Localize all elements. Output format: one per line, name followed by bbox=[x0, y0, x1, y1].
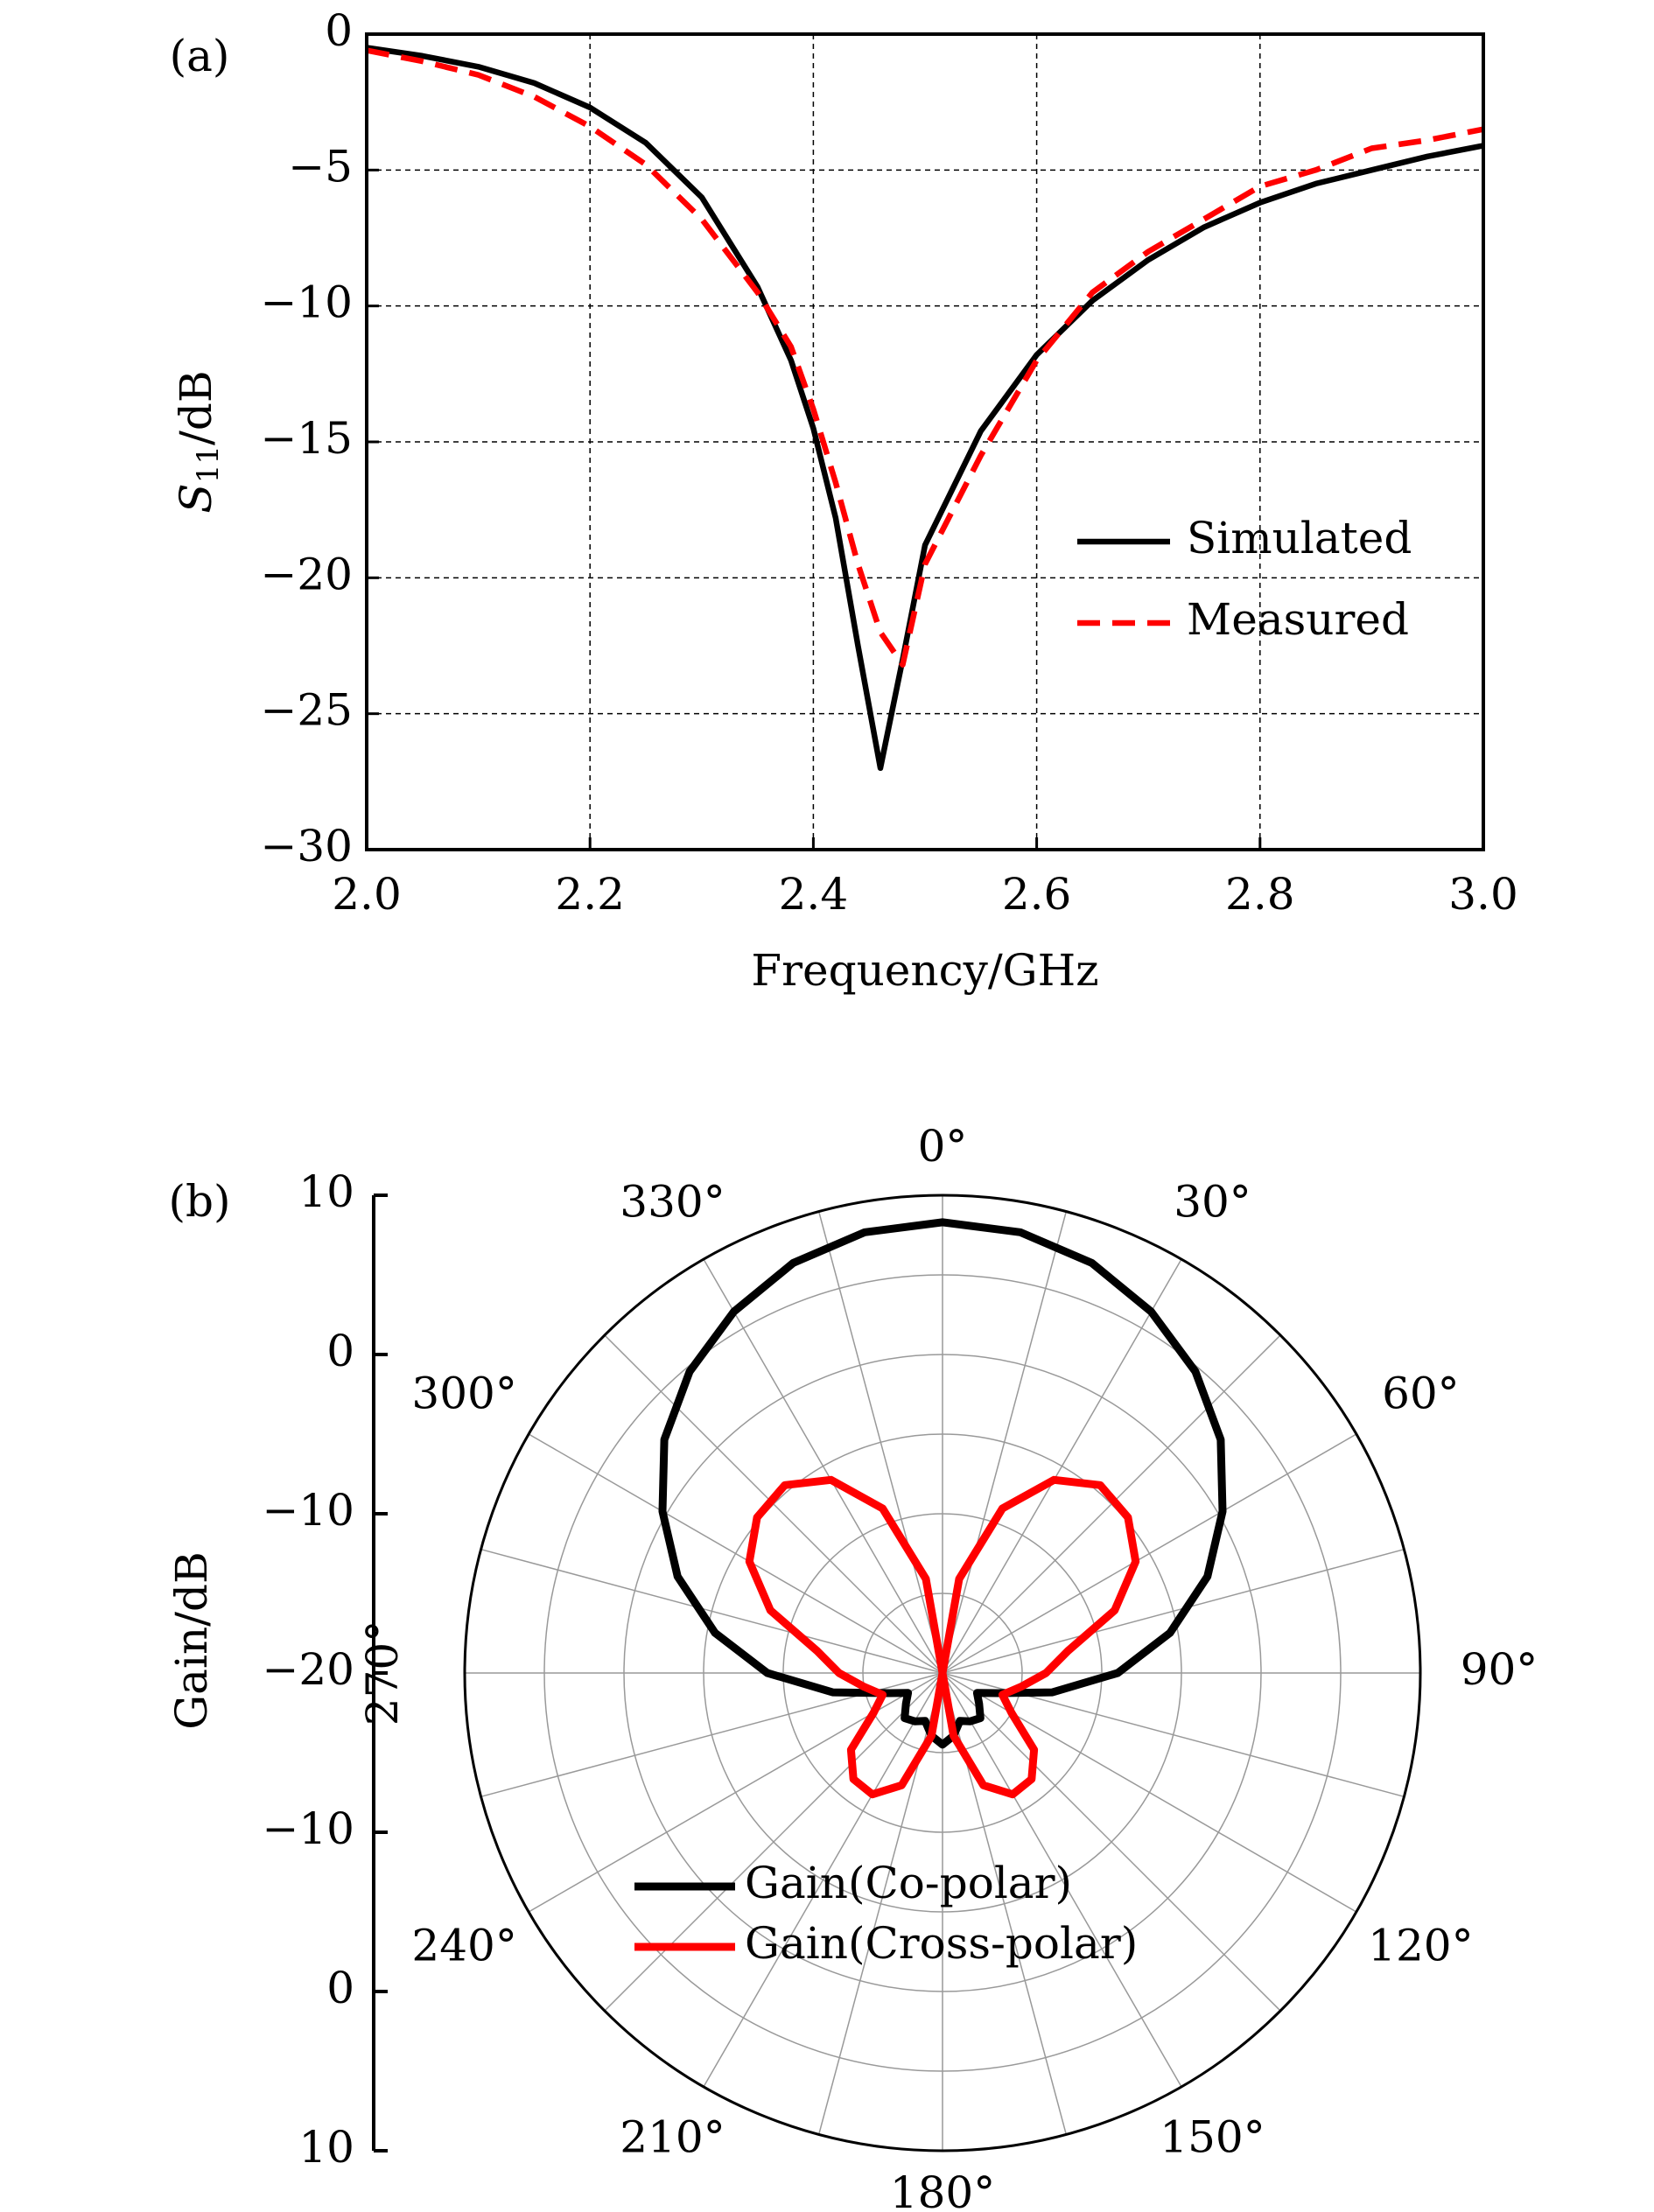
x-axis-label: Frequency/GHz bbox=[751, 945, 1098, 996]
y-tick-label: −5 bbox=[288, 141, 353, 192]
x-tick-label: 3.0 bbox=[1448, 869, 1518, 920]
angle-label: 0° bbox=[918, 1121, 968, 1172]
grid-spoke bbox=[942, 1211, 1068, 1674]
r-tick-label: −10 bbox=[262, 1803, 354, 1854]
series-line bbox=[366, 45, 1484, 772]
panel-label: (a) bbox=[170, 31, 230, 81]
angle-label: 120° bbox=[1368, 1920, 1473, 1970]
y-tick-label: −10 bbox=[260, 277, 353, 328]
grid-spoke bbox=[942, 1258, 1182, 1674]
legend-label: Measured bbox=[1187, 594, 1409, 645]
r-tick-label: −20 bbox=[262, 1644, 354, 1695]
y-axis-label-part: /dB bbox=[171, 370, 221, 445]
angle-label: 210° bbox=[620, 2111, 725, 2162]
grid-spoke bbox=[942, 1548, 1405, 1674]
polar-frame bbox=[463, 1194, 1422, 2152]
y-tick-label: −20 bbox=[260, 549, 353, 599]
r-tick-label: 0 bbox=[326, 1326, 354, 1376]
legend-label: Simulated bbox=[1187, 513, 1412, 564]
series-line bbox=[745, 1475, 1140, 1799]
y-tick-label: −30 bbox=[260, 821, 353, 872]
plot-frame bbox=[365, 32, 1485, 851]
grid-spoke bbox=[703, 1258, 943, 1674]
angle-label: 240° bbox=[411, 1920, 516, 1970]
x-tick-label: 2.2 bbox=[555, 869, 625, 920]
y-axis-label-part: 11 bbox=[191, 445, 226, 483]
r-tick-label: 0 bbox=[326, 1963, 354, 2013]
angle-label: 30° bbox=[1174, 1177, 1251, 1228]
r-axis-label: Gain/dB bbox=[166, 1551, 217, 1730]
grid-spoke bbox=[942, 1433, 1357, 1674]
grid-spoke bbox=[942, 1672, 1182, 2088]
r-tick-label: 10 bbox=[298, 2122, 354, 2173]
angle-label: 300° bbox=[411, 1368, 516, 1419]
x-tick-label: 2.8 bbox=[1225, 869, 1295, 920]
y-axis-label-part: S bbox=[171, 483, 221, 513]
series-line bbox=[658, 1218, 1227, 1749]
angle-label: 90° bbox=[1461, 1644, 1538, 1695]
grid-spoke bbox=[942, 1672, 1281, 2012]
grid-spoke bbox=[604, 1672, 943, 2012]
grid-spoke bbox=[528, 1433, 943, 1674]
y-tick-label: −25 bbox=[260, 685, 353, 736]
angle-label: 60° bbox=[1382, 1368, 1460, 1419]
x-tick-label: 2.4 bbox=[779, 869, 849, 920]
series-line bbox=[366, 47, 1484, 668]
angle-label: 330° bbox=[620, 1177, 725, 1228]
y-axis-label: S11/dB bbox=[171, 370, 226, 513]
r-tick-label: −10 bbox=[262, 1485, 354, 1536]
grid-spoke bbox=[817, 1211, 943, 1674]
r-tick-label: 10 bbox=[298, 1166, 354, 1217]
x-tick-label: 2.6 bbox=[1002, 869, 1072, 920]
y-tick-label: −15 bbox=[260, 413, 353, 464]
grid-spoke bbox=[703, 1672, 943, 2088]
legend-label: Gain(Co-polar) bbox=[745, 1858, 1072, 1908]
legend-label: Gain(Cross-polar) bbox=[745, 1918, 1138, 1969]
angle-label: 150° bbox=[1160, 2111, 1265, 2162]
panel-label: (b) bbox=[168, 1176, 230, 1227]
x-tick-label: 2.0 bbox=[332, 869, 402, 920]
grid-spoke bbox=[480, 1548, 943, 1674]
angle-label: 180° bbox=[890, 2167, 995, 2212]
y-tick-label: 0 bbox=[325, 5, 353, 56]
